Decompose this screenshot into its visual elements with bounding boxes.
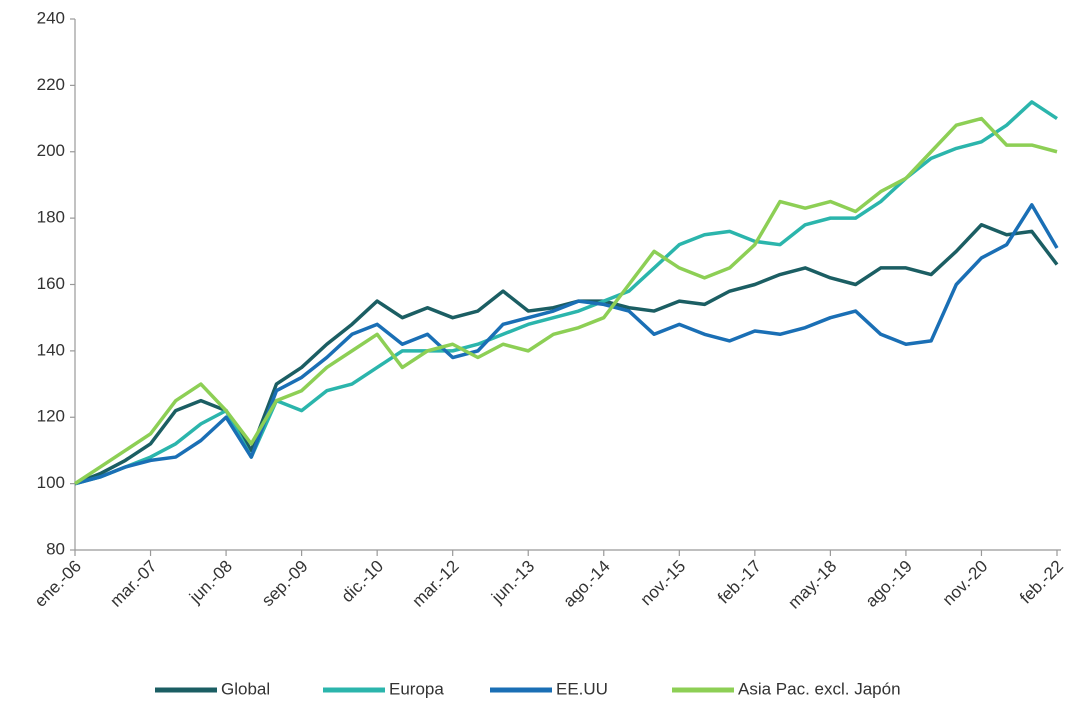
series-line <box>74 223 1059 486</box>
x-tick-label: sep.-09 <box>258 557 312 611</box>
series-line <box>74 203 1059 486</box>
legend-label: EE.UU <box>556 679 608 698</box>
x-tick-label: jun.-08 <box>185 557 236 608</box>
x-tick-label: feb.-17 <box>714 557 765 608</box>
x-tick-label: mar.-07 <box>106 557 160 611</box>
legend-label: Global <box>221 679 270 698</box>
x-tick-label: jun.-13 <box>487 557 538 608</box>
series-line <box>74 100 1058 486</box>
x-tick-label: nov.-15 <box>637 557 690 610</box>
legend-label: Europa <box>389 679 444 698</box>
y-tick-label: 100 <box>37 473 65 492</box>
x-tick-label: ago.-19 <box>862 557 916 611</box>
x-tick-label: nov.-20 <box>939 557 992 610</box>
y-tick-label: 180 <box>37 208 65 227</box>
y-tick-label: 120 <box>37 407 65 426</box>
x-tick-label: mar.-12 <box>408 557 462 611</box>
y-tick-label: 240 <box>37 8 65 27</box>
x-tick-label: dic.-10 <box>338 557 388 607</box>
x-tick-label: ene.-06 <box>31 557 85 611</box>
x-tick-label: may.-18 <box>784 557 840 613</box>
y-tick-label: 200 <box>37 141 65 160</box>
y-tick-label: 160 <box>37 274 65 293</box>
x-tick-label: ago.-14 <box>560 557 614 611</box>
x-tick-label: feb.-22 <box>1016 557 1067 608</box>
y-tick-label: 220 <box>37 75 65 94</box>
legend-label: Asia Pac. excl. Japón <box>738 679 901 698</box>
y-tick-label: 140 <box>37 340 65 359</box>
series-line <box>74 116 1058 486</box>
y-tick-label: 80 <box>46 539 65 558</box>
